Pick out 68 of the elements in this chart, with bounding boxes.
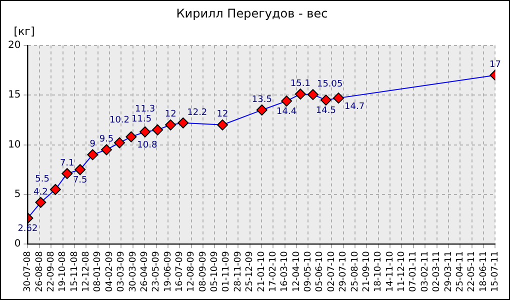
x-tick-label: 21-09-10 [362, 250, 372, 292]
x-tick-label: 02-07-10 [326, 250, 337, 292]
data-label: 9.5 [99, 134, 114, 145]
y-tick-label: 5 [14, 189, 21, 200]
x-tick-label: 25-12-09 [245, 250, 256, 292]
x-tick-label: 02-03-11 [432, 251, 442, 292]
x-tick-label: 25-08-10 [350, 250, 360, 292]
x-tick-label: 09-05-10 [304, 250, 314, 292]
data-label: 7.5 [72, 175, 88, 186]
x-tick-label: 22-09-08 [46, 250, 56, 292]
x-tick-label: 29-03-11 [444, 251, 454, 292]
x-tick-label: 07-01-11 [408, 251, 419, 292]
x-tick-label: 03-02-11 [420, 251, 430, 292]
x-tick-label: 04-02-09 [104, 250, 115, 292]
data-label: 13.5 [252, 94, 272, 105]
x-tick-label: 29-07-10 [338, 250, 349, 292]
x-tick-label: 18-10-10 [374, 250, 384, 292]
x-tick-label: 18-06-11 [478, 251, 489, 292]
data-label: 4.2 [34, 187, 48, 198]
x-tick-label: 23-05-09 [152, 250, 162, 292]
x-tick-label: 21-01-10 [256, 250, 267, 292]
x-tick-label: 05-06-10 [315, 250, 326, 292]
data-label: 5.5 [35, 174, 50, 184]
data-label: 7.1 [60, 158, 74, 168]
data-label: 11.5 [132, 114, 152, 125]
data-label: 14.7 [344, 102, 365, 112]
x-tick-label: 16-03-10 [280, 250, 290, 292]
x-tick-label: 08-09-09 [198, 250, 208, 292]
x-tick-label: 08-01-09 [93, 250, 104, 292]
x-tick-label: 30-07-08 [23, 250, 34, 292]
data-label: 14.4 [276, 106, 297, 117]
data-label: 15.1 [290, 78, 310, 89]
x-tick-label: 12-04-10 [292, 250, 302, 292]
y-tick-label: 15 [8, 90, 21, 101]
x-tick-label: 05-10-09 [210, 250, 220, 292]
y-tick-label: 10 [8, 139, 21, 150]
x-tick-label: 01-11-09 [222, 250, 232, 292]
x-tick-label: 25-04-11 [455, 251, 466, 292]
y-tick-label: 20 [8, 40, 21, 51]
x-tick-label: 16-07-09 [175, 250, 185, 292]
x-tick-label: 19-06-09 [163, 250, 174, 292]
data-label: 10.8 [137, 140, 158, 151]
x-tick-label: 26-04-09 [140, 250, 150, 292]
data-label: 15.05 [316, 79, 343, 90]
data-label: 12 [216, 110, 228, 120]
x-tick-label: 14-11-10 [385, 250, 396, 292]
x-tick-label: 03-03-09 [116, 250, 127, 292]
x-tick-label: 22-05-11 [467, 251, 478, 292]
data-label: 12.2 [187, 108, 208, 118]
data-label: 11.3 [135, 104, 156, 115]
data-label: 10.2 [109, 116, 130, 126]
x-tick-label: 12-08-09 [186, 250, 197, 292]
data-label: 9 [90, 140, 96, 150]
x-tick-label: 15-07-11 [490, 251, 501, 292]
x-tick-label: 15-11-08 [70, 250, 80, 292]
x-tick-label: 12-12-08 [82, 250, 92, 292]
x-tick-label: 19-10-08 [58, 250, 68, 292]
data-label: 17 [489, 60, 501, 70]
x-tick-label: 26-08-08 [34, 250, 45, 292]
x-tick-label: 30-03-09 [128, 250, 138, 292]
data-label: 14.5 [316, 106, 336, 116]
y-tick-label: 0 [14, 238, 21, 250]
x-tick-label: 28-11-09 [233, 250, 244, 292]
y-axis-title: [кг] [14, 24, 35, 38]
data-label: 12 [164, 110, 176, 120]
x-tick-label: 11-12-10 [397, 250, 408, 292]
chart-title: Кирилл Перегудов - вес [176, 6, 328, 20]
x-tick-label: 17-02-10 [268, 250, 278, 292]
